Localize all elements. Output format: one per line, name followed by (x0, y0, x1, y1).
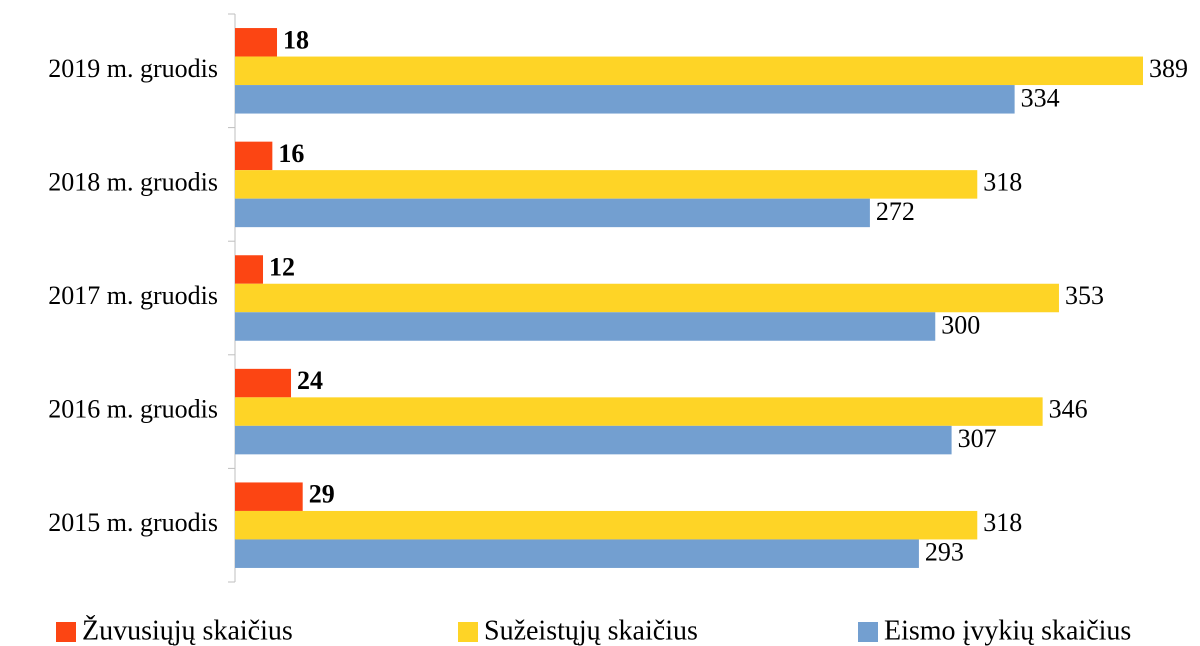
category-label: 2018 m. gruodis (48, 167, 218, 196)
bar (235, 255, 264, 284)
value-label: 307 (958, 424, 997, 453)
value-label: 18 (283, 25, 309, 54)
bar (235, 170, 978, 199)
bar (235, 368, 292, 398)
bar (235, 425, 952, 455)
bar (235, 539, 919, 568)
category-label: 2015 m. gruodis (48, 508, 218, 537)
value-label: 353 (1065, 281, 1104, 310)
value-label: 272 (876, 197, 915, 226)
value-label: 334 (1021, 83, 1060, 112)
value-label: 318 (983, 508, 1022, 537)
legend-swatch (458, 622, 478, 642)
value-label: 389 (1149, 54, 1188, 83)
category-label: 2019 m. gruodis (48, 54, 218, 83)
bar (235, 312, 936, 341)
bar (235, 482, 303, 511)
value-label: 12 (269, 252, 295, 281)
legend-label: Eismo įvykių skaičius (884, 615, 1131, 646)
bar (235, 510, 978, 540)
bar (235, 198, 870, 228)
value-label: 16 (278, 139, 304, 168)
category-label: 2017 m. gruodis (48, 281, 218, 310)
legend-swatch (56, 622, 76, 642)
bar (235, 397, 1043, 426)
legend-label: Sužeistųjų skaičius (484, 615, 698, 646)
value-label: 293 (925, 538, 964, 567)
value-label: 29 (309, 480, 335, 509)
bar (235, 56, 1143, 86)
bar (235, 28, 278, 57)
value-label: 318 (983, 167, 1022, 196)
bar (235, 283, 1059, 313)
legend-label: Žuvusiųjų skaičius (82, 615, 293, 646)
value-label: 300 (941, 310, 980, 339)
bar (235, 141, 273, 171)
legend-swatch (858, 622, 878, 642)
value-label: 346 (1049, 395, 1088, 424)
bar (235, 85, 1015, 114)
category-label: 2016 m. gruodis (48, 395, 218, 424)
value-label: 24 (297, 366, 323, 395)
legend: Žuvusiųjų skaičius Sužeistųjų skaičius Eis… (56, 615, 1131, 646)
